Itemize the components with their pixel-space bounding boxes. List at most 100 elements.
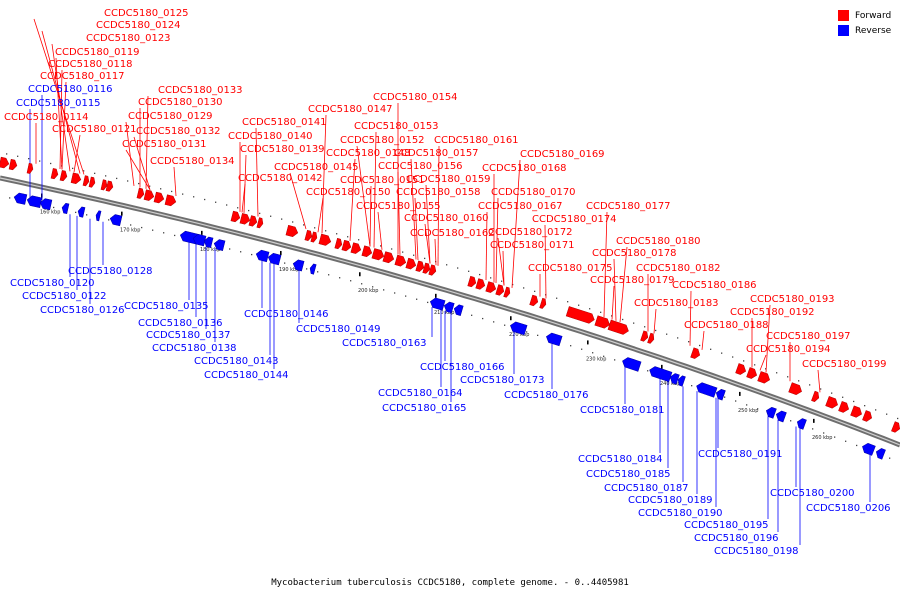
reverse-gene-label: CCDC5180_0165 bbox=[382, 403, 467, 414]
gene-arrow bbox=[341, 239, 352, 252]
minor-tick-rev bbox=[350, 280, 352, 282]
minor-tick-rev bbox=[328, 274, 330, 276]
reverse-gene-label: CCDC5180_0198 bbox=[714, 546, 799, 557]
major-tick bbox=[280, 250, 282, 255]
gene-arrow bbox=[875, 448, 886, 460]
reverse-gene bbox=[875, 448, 886, 460]
reverse-gene-label: CCDC5180_0164 bbox=[378, 388, 463, 399]
forward-gene bbox=[467, 275, 477, 288]
gene-arrow bbox=[757, 371, 770, 384]
legend: Forward Reverse bbox=[838, 8, 891, 38]
minor-tick-fwd bbox=[600, 311, 602, 313]
forward-gene-label: CCDC5180_0178 bbox=[592, 248, 677, 259]
gene-arrow bbox=[318, 233, 332, 246]
minor-tick-fwd bbox=[864, 405, 866, 407]
minor-tick-rev bbox=[394, 292, 396, 294]
leader-line bbox=[55, 57, 63, 170]
minor-tick-fwd bbox=[237, 207, 239, 209]
minor-tick-fwd bbox=[413, 254, 415, 256]
forward-gene-label: CCDC5180_0162 bbox=[410, 228, 495, 239]
gene-arrow bbox=[788, 382, 802, 396]
minor-tick-rev bbox=[812, 428, 814, 430]
reverse-swatch bbox=[838, 25, 849, 36]
reverse-gene-label: CCDC5180_0120 bbox=[10, 278, 95, 289]
reverse-gene bbox=[192, 233, 207, 247]
minor-tick-fwd bbox=[479, 273, 481, 276]
minor-tick-fwd bbox=[358, 239, 360, 241]
minor-tick-rev bbox=[570, 345, 572, 347]
major-tick bbox=[435, 293, 437, 298]
leader-line bbox=[485, 211, 488, 281]
minor-tick-fwd bbox=[820, 388, 822, 390]
minor-tick-rev bbox=[504, 324, 506, 326]
gene-arrow bbox=[475, 278, 486, 290]
minor-tick-fwd bbox=[347, 236, 349, 238]
leader-line bbox=[414, 197, 419, 261]
minor-tick-rev bbox=[306, 268, 308, 270]
minor-tick-fwd bbox=[259, 212, 261, 215]
reverse-gene-label: CCDC5180_0122 bbox=[22, 291, 107, 302]
reverse-gene-label: CCDC5180_0184 bbox=[578, 454, 663, 465]
minor-tick-fwd bbox=[754, 364, 756, 366]
gene-arrow bbox=[862, 410, 873, 422]
forward-gene bbox=[239, 213, 251, 225]
minor-tick-fwd bbox=[710, 348, 712, 350]
gene-arrow bbox=[371, 248, 385, 261]
major-tick bbox=[587, 340, 589, 345]
forward-gene-label: CCDC5180_0160 bbox=[404, 213, 489, 224]
minor-tick-rev bbox=[537, 334, 539, 336]
major-tick bbox=[661, 364, 663, 369]
forward-gene bbox=[607, 319, 629, 335]
gene-arrow bbox=[453, 304, 464, 316]
minor-tick-fwd bbox=[325, 230, 327, 232]
reverse-gene-label: CCDC5180_0144 bbox=[204, 370, 289, 381]
minor-tick-fwd bbox=[897, 417, 899, 420]
forward-gene-label: CCDC5180_0167 bbox=[478, 201, 563, 212]
major-tick bbox=[121, 211, 123, 216]
reverse-gene bbox=[669, 373, 680, 385]
forward-gene bbox=[640, 330, 649, 342]
gene-arrow bbox=[825, 396, 838, 409]
major-tick bbox=[201, 230, 203, 235]
forward-gene bbox=[70, 172, 82, 184]
reverse-gene bbox=[39, 198, 53, 211]
leader-line bbox=[125, 121, 135, 187]
forward-gene-label: CCDC5180_0175 bbox=[528, 263, 613, 274]
reverse-gene bbox=[765, 406, 777, 419]
scale-label: 250 kbp bbox=[738, 408, 758, 414]
gene-arrow bbox=[61, 202, 70, 215]
forward-gene bbox=[850, 405, 862, 418]
reverse-gene-label: CCDC5180_0206 bbox=[806, 503, 891, 514]
minor-tick-fwd bbox=[501, 280, 503, 282]
minor-tick-rev bbox=[493, 321, 495, 323]
gene-arrow bbox=[690, 347, 701, 359]
minor-tick-fwd bbox=[677, 337, 679, 339]
forward-gene-label: CCDC5180_0177 bbox=[586, 201, 671, 212]
gene-arrow bbox=[669, 373, 680, 385]
minor-tick-fwd bbox=[556, 297, 558, 299]
minor-tick-fwd bbox=[281, 218, 283, 220]
minor-tick-rev bbox=[526, 331, 528, 333]
forward-gene bbox=[529, 294, 539, 307]
minor-tick-rev bbox=[339, 277, 341, 279]
reverse-gene-label: CCDC5180_0115 bbox=[16, 98, 101, 109]
minor-tick-fwd bbox=[831, 392, 833, 394]
leader-line bbox=[321, 114, 327, 234]
reverse-gene-label: CCDC5180_0138 bbox=[152, 343, 237, 354]
gene-arrow bbox=[88, 176, 96, 188]
minor-tick-fwd bbox=[50, 162, 52, 165]
forward-gene bbox=[405, 257, 417, 270]
minor-tick-fwd bbox=[446, 264, 448, 266]
minor-tick-rev bbox=[592, 352, 594, 354]
minor-tick-fwd bbox=[699, 344, 701, 347]
gene-arrow bbox=[428, 264, 437, 276]
leader-line bbox=[653, 308, 657, 334]
reverse-gene bbox=[429, 297, 446, 311]
forward-gene bbox=[415, 260, 425, 272]
leader-line bbox=[369, 185, 372, 247]
forward-gene bbox=[256, 217, 264, 229]
major-tick bbox=[510, 316, 512, 321]
gene-arrow bbox=[862, 442, 876, 456]
reverse-gene bbox=[267, 252, 282, 266]
minor-tick-fwd bbox=[523, 287, 525, 289]
